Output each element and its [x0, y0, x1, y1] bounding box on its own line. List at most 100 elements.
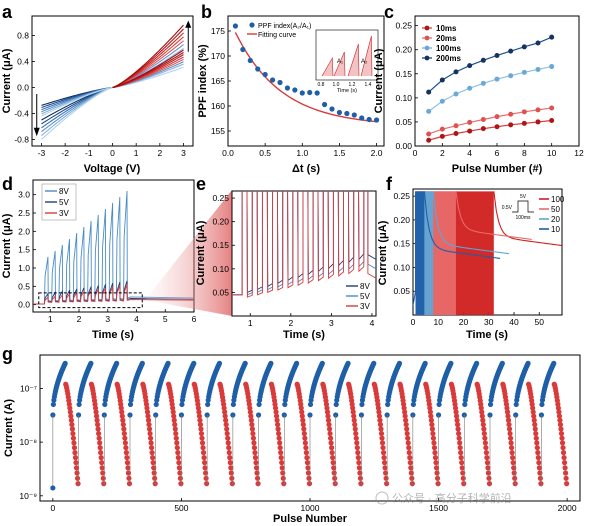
dep-point-0-42 — [73, 465, 80, 471]
dep-point-5-30 — [199, 435, 205, 441]
dep-point-4-40 — [176, 460, 182, 466]
dep-point-16-14 — [478, 401, 484, 407]
point-100ms-9 — [549, 64, 555, 70]
dep-point-0-24 — [69, 421, 75, 428]
dep-point-5-24 — [197, 421, 204, 428]
dep-point-13-18 — [402, 409, 408, 415]
dep-point-6-46 — [229, 475, 235, 481]
dep-point-8-32 — [277, 440, 283, 446]
y-tick-label-d-2: 1.0 — [18, 263, 30, 273]
pot-point-18-2 — [513, 401, 519, 408]
y-tick-label-f-3: 0.20 — [393, 215, 410, 225]
pot-point-15-48 — [448, 360, 454, 366]
dep-point-13-46 — [409, 475, 415, 481]
dep-point-15-42 — [459, 465, 465, 471]
dep-point-1-48 — [101, 481, 107, 487]
point-100ms-7 — [521, 69, 527, 75]
arrow-up-icon — [185, 20, 192, 28]
legend-label-10: 10 — [551, 225, 560, 234]
legend-label-5v: 5V — [59, 198, 69, 207]
dep-point-17-20 — [505, 413, 511, 419]
dep-point-14-34 — [431, 445, 438, 451]
dep-point-6-20 — [222, 413, 228, 419]
legend-marker-200ms — [424, 55, 430, 61]
ppf-point-17 — [359, 115, 365, 121]
x-tick-label-g-3: 1500 — [429, 503, 448, 513]
y-tick-label-d-6: 3.0 — [18, 190, 30, 200]
dep-point-7-28 — [250, 430, 256, 437]
dep-point-5-14 — [195, 401, 201, 407]
pot-point-11-48 — [345, 360, 351, 366]
dep-point-19-40 — [561, 460, 568, 466]
dep-point-9-18 — [299, 409, 305, 415]
dep-point-15-40 — [459, 460, 465, 466]
legend-label-fit: Fitting curve — [258, 32, 296, 39]
dep-point-12-34 — [380, 445, 386, 451]
dep-point-6-24 — [223, 421, 229, 428]
dep-point-1-28 — [96, 430, 102, 437]
inset-plot-b — [321, 35, 373, 77]
inset-label-100ms: 100ms — [515, 215, 531, 221]
x-tick-label-a-1: -2 — [61, 148, 69, 158]
inset-f: 5V 0.5V 100ms — [502, 194, 534, 221]
point-10ms-3 — [467, 128, 473, 134]
dep-point-5-36 — [200, 450, 207, 456]
dep-point-4-32 — [174, 440, 180, 446]
x-tick-label-g-2: 1000 — [301, 503, 320, 513]
dep-point-18-20 — [531, 413, 537, 419]
dep-point-11-32 — [354, 440, 360, 446]
dep-point-11-48 — [358, 481, 364, 487]
pot-point-14-48 — [422, 360, 428, 366]
dep-point-7-20 — [248, 413, 254, 419]
dep-point-11-46 — [357, 475, 363, 481]
dep-point-9-48 — [306, 481, 313, 487]
x-tick-label-e-3: 4 — [370, 318, 375, 328]
pot-point-1-2 — [76, 401, 82, 408]
legend-label-3v: 3V — [59, 209, 69, 218]
dep-point-8-26 — [275, 426, 281, 432]
dep-point-11-30 — [353, 435, 359, 441]
dep-point-5-40 — [201, 460, 208, 466]
dep-point-4-38 — [175, 454, 181, 461]
pot-point-11-2 — [333, 401, 339, 408]
dep-point-8-46 — [280, 475, 286, 481]
dep-point-16-48 — [486, 481, 493, 487]
dep-point-9-46 — [306, 475, 312, 481]
dep-point-9-36 — [303, 450, 309, 456]
y-tick-label-d-5: 2.5 — [18, 208, 30, 218]
inset-label-05v: 0.5V — [502, 205, 513, 211]
legend-marker-ppf — [249, 22, 255, 28]
point-200ms-5 — [494, 52, 500, 58]
point-10ms-2 — [453, 130, 459, 136]
x-tick-label-d-5: 6 — [192, 314, 197, 324]
dep-point-7-36 — [252, 450, 258, 456]
ppf-point-10 — [307, 89, 313, 96]
pot-point-6-48 — [216, 360, 223, 366]
dep-point-9-26 — [301, 426, 307, 432]
panel-label-c: c — [384, 2, 394, 22]
dep-point-3-38 — [150, 454, 156, 461]
pot-point-0-48 — [62, 360, 68, 366]
dep-point-15-20 — [453, 413, 460, 419]
y-tick-label-d-3: 1.5 — [18, 245, 30, 255]
dep-point-5-42 — [202, 465, 208, 471]
dep-point-19-44 — [563, 470, 569, 476]
point-10ms-5 — [494, 124, 500, 130]
dep-point-12-24 — [377, 421, 384, 428]
x-tick-label-c-5: 10 — [547, 148, 557, 158]
dep-point-12-42 — [382, 465, 388, 471]
iv-loop-negative-forward-5 — [41, 86, 113, 140]
iv-loop-negative-return-5 — [41, 86, 113, 117]
pot-point-3-2 — [127, 401, 134, 408]
pot-point-10-2 — [307, 401, 314, 408]
y-tick-label-c-0: 0.00 — [395, 141, 412, 151]
dep-point-8-48 — [281, 481, 287, 487]
watermark-text: 公众号 · 高分子科学前沿 — [392, 491, 512, 505]
point-200ms-4 — [480, 57, 486, 63]
y-tick-label-a-4: 0.8 — [17, 31, 29, 41]
point-20ms-4 — [480, 117, 486, 123]
dep-point-18-42 — [536, 465, 542, 471]
dep-point-9-30 — [302, 435, 308, 441]
dep-point-7-34 — [251, 445, 258, 451]
ppf-point-4 — [262, 71, 268, 78]
